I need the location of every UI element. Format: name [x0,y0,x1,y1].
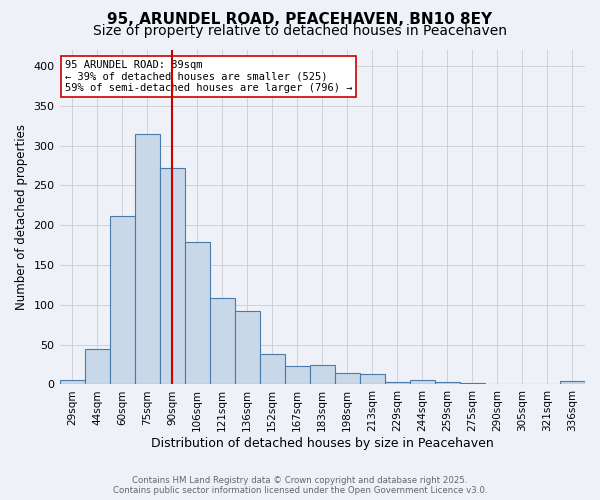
Bar [560,382,585,384]
Bar [460,383,485,384]
Text: 95 ARUNDEL ROAD: 89sqm
← 39% of detached houses are smaller (525)
59% of semi-de: 95 ARUNDEL ROAD: 89sqm ← 39% of detached… [65,60,352,93]
Bar [59,380,85,384]
Bar [160,168,185,384]
Bar [260,354,285,384]
Text: 95, ARUNDEL ROAD, PEACEHAVEN, BN10 8EY: 95, ARUNDEL ROAD, PEACEHAVEN, BN10 8EY [107,12,493,28]
Bar [209,298,235,384]
Bar [110,216,134,384]
Bar [335,372,360,384]
Bar [134,134,160,384]
Y-axis label: Number of detached properties: Number of detached properties [15,124,28,310]
Bar [435,382,460,384]
Text: Contains HM Land Registry data © Crown copyright and database right 2025.
Contai: Contains HM Land Registry data © Crown c… [113,476,487,495]
Bar [185,242,209,384]
Bar [385,382,410,384]
Bar [235,311,260,384]
Bar [310,366,335,384]
Bar [85,350,110,384]
Text: Size of property relative to detached houses in Peacehaven: Size of property relative to detached ho… [93,24,507,38]
X-axis label: Distribution of detached houses by size in Peacehaven: Distribution of detached houses by size … [151,437,494,450]
Bar [360,374,385,384]
Bar [410,380,435,384]
Bar [285,366,310,384]
